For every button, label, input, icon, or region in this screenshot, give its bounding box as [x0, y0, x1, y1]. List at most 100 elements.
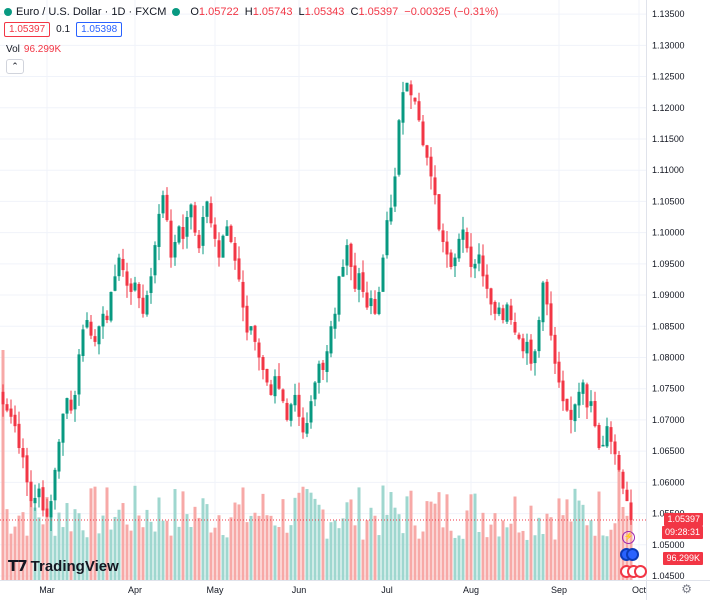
volume-bar [221, 535, 225, 580]
volume-bar [293, 497, 297, 580]
bid-ask-row: 1.05397 0.1 1.05398 [4, 22, 123, 37]
event-icon[interactable] [626, 548, 639, 561]
candle-body [377, 291, 381, 315]
candle-body [317, 363, 321, 383]
candle-body [489, 288, 493, 305]
volume-bar [465, 510, 469, 580]
candle-body [125, 271, 129, 286]
volume-bar [397, 514, 401, 580]
volume-bar [141, 527, 145, 580]
candle-body [293, 394, 297, 406]
y-tick-label: 1.10000 [652, 228, 685, 238]
volume-bar [337, 528, 341, 580]
candle-body [249, 326, 253, 331]
volume-bar [605, 536, 609, 580]
candle-body [133, 282, 137, 291]
candle-body [517, 334, 521, 339]
candle-body [297, 394, 301, 417]
collapse-legend-button[interactable]: ⌃ [6, 59, 24, 74]
symbol-title[interactable]: Euro / U.S. Dollar · 1D · FXCM [16, 6, 167, 18]
volume-bar [49, 503, 53, 580]
volume-bar [73, 509, 77, 580]
candle-body [41, 487, 45, 511]
volume-bar [125, 524, 129, 580]
brand-name: TradingView [30, 557, 119, 575]
volume-bar [69, 531, 73, 580]
bid-button[interactable]: 1.05397 [4, 22, 51, 37]
candle-body [77, 354, 81, 395]
candle-body [253, 325, 257, 342]
candle-body [29, 481, 33, 502]
candle-body [73, 394, 77, 410]
candle-body [149, 276, 153, 293]
volume-bar [373, 515, 377, 580]
candle-body [361, 272, 365, 292]
lightning-icon[interactable]: ⚡ [622, 531, 635, 544]
volume-bar [505, 527, 509, 580]
x-tick-label: Oct [632, 585, 647, 595]
candle-body [201, 217, 205, 246]
volume-bar [349, 499, 353, 580]
volume-bar [153, 531, 157, 580]
volume-bar [453, 537, 457, 580]
candle-body [625, 489, 629, 502]
candle-body [113, 276, 117, 291]
candle-body [501, 308, 505, 321]
candle-body [329, 326, 333, 354]
candle-body [485, 274, 489, 289]
volume-bar [513, 496, 517, 580]
candle-body [81, 329, 85, 356]
volume-bar [345, 502, 349, 580]
x-tick-label: Apr [128, 585, 142, 595]
candle-body [589, 401, 593, 406]
y-tick-label: 1.05000 [652, 540, 685, 550]
y-tick-label: 1.12000 [652, 103, 685, 113]
volume-bar [553, 539, 557, 580]
candle-body [581, 382, 585, 394]
candle-body [385, 220, 389, 256]
flag-icon[interactable] [634, 565, 647, 578]
volume-bar [357, 487, 361, 580]
candle-body [597, 425, 601, 449]
candle-body [557, 361, 561, 383]
volume-bar [537, 517, 541, 580]
candle-body [509, 305, 513, 321]
candle-body [301, 417, 305, 433]
volume-bar [273, 525, 277, 580]
candle-body [461, 229, 465, 240]
ask-button[interactable]: 1.05398 [76, 22, 123, 37]
close-value: 1.05397 [358, 6, 399, 18]
volume-bar [225, 537, 229, 580]
volume-bar [365, 520, 369, 580]
volume-bar [37, 517, 41, 580]
candle-body [561, 380, 565, 402]
candle-body [481, 255, 485, 277]
candle-body [469, 246, 473, 267]
candle-body [145, 295, 149, 315]
volume-bar [589, 520, 593, 580]
y-tick-label: 1.12500 [652, 72, 685, 82]
candle-body [357, 273, 361, 290]
volume-bar [309, 492, 313, 580]
volume-bar [253, 512, 257, 580]
candle-body [117, 257, 121, 277]
candle-body [585, 384, 589, 408]
candle-body [233, 242, 237, 261]
volume-bar [353, 525, 357, 580]
volume-bar [377, 535, 381, 580]
volume-bar [301, 486, 305, 580]
candle-body [69, 399, 73, 411]
volume-bar [533, 535, 537, 580]
volume-bar [417, 538, 421, 580]
candle-body [189, 204, 193, 218]
candle-body [85, 320, 89, 328]
candle-body [305, 423, 309, 434]
volume-bar [401, 533, 405, 580]
candle-body [629, 502, 633, 520]
volume-bar [577, 500, 581, 580]
candle-body [197, 234, 201, 249]
candle-body [89, 321, 93, 336]
settings-icon[interactable]: ⚙ [681, 582, 692, 596]
volume-bar [433, 503, 437, 580]
